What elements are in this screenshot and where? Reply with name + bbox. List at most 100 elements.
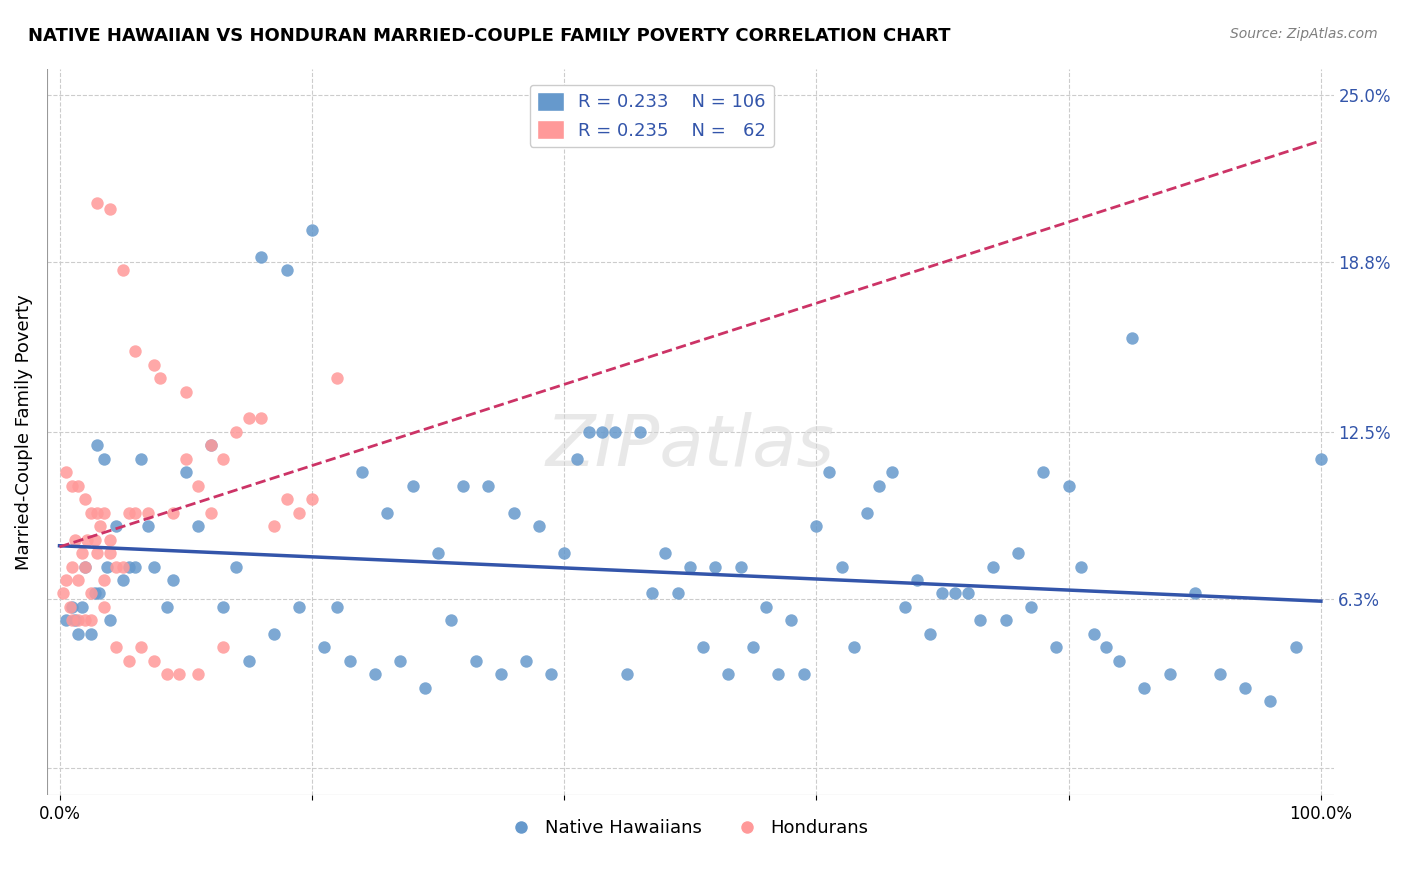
Point <box>818 466 841 480</box>
Point <box>162 506 184 520</box>
Point <box>156 667 179 681</box>
Point <box>124 506 146 520</box>
Point <box>301 492 323 507</box>
Point <box>578 425 600 439</box>
Point <box>105 640 128 655</box>
Point <box>1057 479 1080 493</box>
Point <box>55 614 77 628</box>
Point <box>250 411 273 425</box>
Point <box>314 640 336 655</box>
Point <box>553 546 575 560</box>
Point <box>1309 451 1331 466</box>
Point <box>326 599 349 614</box>
Point <box>131 451 153 466</box>
Text: NATIVE HAWAIIAN VS HONDURAN MARRIED-COUPLE FAMILY POVERTY CORRELATION CHART: NATIVE HAWAIIAN VS HONDURAN MARRIED-COUP… <box>28 27 950 45</box>
Point <box>905 573 928 587</box>
Point <box>212 599 235 614</box>
Point <box>80 506 103 520</box>
Point <box>52 586 75 600</box>
Point <box>111 573 134 587</box>
Point <box>402 479 425 493</box>
Point <box>111 559 134 574</box>
Point <box>389 654 412 668</box>
Point <box>276 492 298 507</box>
Point <box>86 196 108 211</box>
Point <box>1019 599 1042 614</box>
Point <box>118 654 141 668</box>
Point <box>162 573 184 587</box>
Point <box>426 546 449 560</box>
Point <box>60 599 83 614</box>
Point <box>831 559 853 574</box>
Point <box>742 640 765 655</box>
Point <box>1133 681 1156 695</box>
Point <box>717 667 740 681</box>
Point <box>768 667 790 681</box>
Point <box>565 451 588 466</box>
Point <box>377 506 399 520</box>
Point <box>73 559 96 574</box>
Point <box>63 533 86 547</box>
Point <box>855 506 877 520</box>
Point <box>439 614 461 628</box>
Point <box>87 586 110 600</box>
Point <box>1007 546 1029 560</box>
Point <box>86 506 108 520</box>
Point <box>943 586 966 600</box>
Point <box>98 533 121 547</box>
Point <box>704 559 727 574</box>
Point <box>1095 640 1118 655</box>
Point <box>225 425 247 439</box>
Point <box>654 546 676 560</box>
Point <box>326 371 349 385</box>
Point <box>301 223 323 237</box>
Point <box>1159 667 1181 681</box>
Point <box>96 559 118 574</box>
Point <box>80 614 103 628</box>
Point <box>89 519 111 533</box>
Legend: Native Hawaiians, Hondurans: Native Hawaiians, Hondurans <box>505 812 876 845</box>
Point <box>1234 681 1257 695</box>
Point <box>73 559 96 574</box>
Point <box>73 614 96 628</box>
Point <box>464 654 486 668</box>
Text: Source: ZipAtlas.com: Source: ZipAtlas.com <box>1230 27 1378 41</box>
Point <box>200 438 222 452</box>
Point <box>477 479 499 493</box>
Point <box>67 627 90 641</box>
Point <box>263 627 285 641</box>
Point <box>187 519 209 533</box>
Point <box>136 519 159 533</box>
Point <box>67 614 90 628</box>
Point <box>93 451 115 466</box>
Point <box>956 586 979 600</box>
Point <box>200 438 222 452</box>
Point <box>666 586 689 600</box>
Point <box>352 466 374 480</box>
Point <box>86 438 108 452</box>
Point <box>83 533 105 547</box>
Point <box>93 573 115 587</box>
Point <box>793 667 815 681</box>
Point <box>502 506 524 520</box>
Point <box>143 654 166 668</box>
Point <box>174 466 197 480</box>
Point <box>1209 667 1232 681</box>
Point <box>238 411 260 425</box>
Point <box>111 263 134 277</box>
Point <box>80 586 103 600</box>
Point <box>143 358 166 372</box>
Point <box>288 506 311 520</box>
Point <box>169 667 191 681</box>
Point <box>86 546 108 560</box>
Point <box>994 614 1017 628</box>
Point <box>149 371 172 385</box>
Point <box>288 599 311 614</box>
Point <box>339 654 361 668</box>
Point <box>868 479 890 493</box>
Point <box>187 667 209 681</box>
Point <box>55 573 77 587</box>
Point <box>76 533 98 547</box>
Point <box>73 492 96 507</box>
Point <box>844 640 866 655</box>
